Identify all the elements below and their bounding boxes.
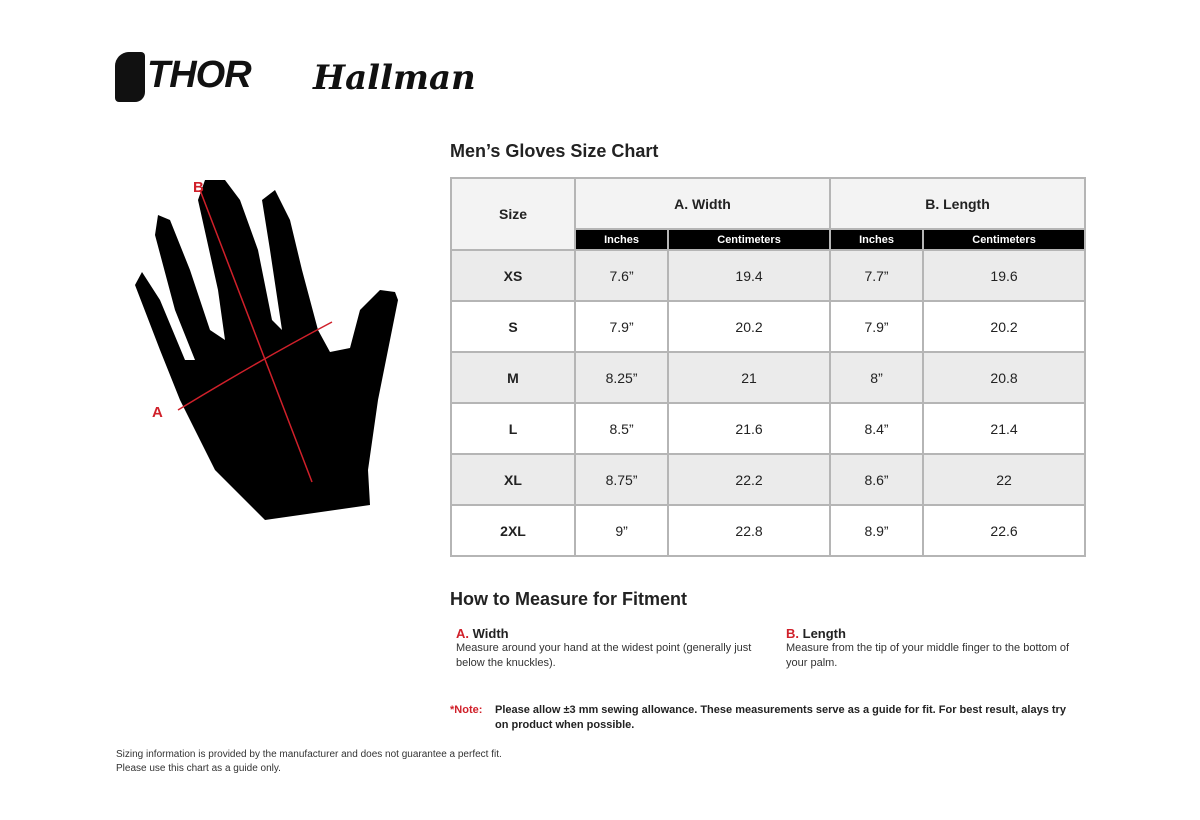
- size-header: Size: [450, 177, 576, 251]
- unit-header: Centimeters: [922, 228, 1086, 251]
- value-cell: 19.4: [667, 249, 831, 302]
- size-cell: XL: [450, 453, 576, 506]
- value-cell: 8”: [828, 351, 925, 404]
- hallman-logo: Hallman: [313, 58, 476, 98]
- label-b: B: [193, 179, 204, 196]
- value-cell: 20.2: [922, 300, 1086, 353]
- table-row: 2XL 9” 22.8 8.9” 22.6: [450, 504, 1086, 557]
- value-cell: 7.7”: [828, 249, 925, 302]
- width-instructions: A. Width Measure around your hand at the…: [456, 626, 752, 669]
- note: *Note: Please allow ±3 mm sewing allowanc…: [450, 704, 1066, 731]
- value-cell: 22.6: [922, 504, 1086, 557]
- footer-disclaimer: Sizing information is provided by the ma…: [116, 749, 502, 774]
- hand-silhouette: [135, 180, 398, 520]
- size-cell: M: [450, 351, 576, 404]
- value-cell: 19.6: [922, 249, 1086, 302]
- chart-title: Men’s Gloves Size Chart: [450, 141, 659, 161]
- value-cell: 9”: [573, 504, 670, 557]
- unit-header: Centimeters: [667, 228, 831, 251]
- value-cell: 8.5”: [573, 402, 670, 455]
- value-cell: 8.75”: [573, 453, 670, 506]
- size-cell: 2XL: [450, 504, 576, 557]
- value-cell: 21.4: [922, 402, 1086, 455]
- value-cell: 8.4”: [828, 402, 925, 455]
- table-row: XL 8.75” 22.2 8.6” 22: [450, 453, 1086, 506]
- size-table: Size A. Width B. Length Inches Centimete…: [450, 177, 1087, 557]
- table-row: L 8.5” 21.6 8.4” 21.4: [450, 402, 1086, 455]
- value-cell: 22.8: [667, 504, 831, 557]
- size-cell: S: [450, 300, 576, 353]
- thor-logo: THOR: [115, 52, 252, 102]
- value-cell: 8.25”: [573, 351, 670, 404]
- size-cell: L: [450, 402, 576, 455]
- value-cell: 20.8: [922, 351, 1086, 404]
- label-a: A: [152, 404, 163, 421]
- value-cell: 22.2: [667, 453, 831, 506]
- table-row: S 7.9” 20.2 7.9” 20.2: [450, 300, 1086, 353]
- howto-title: How to Measure for Fitment: [450, 589, 688, 609]
- value-cell: 21.6: [667, 402, 831, 455]
- unit-header: Inches: [828, 228, 925, 251]
- value-cell: 20.2: [667, 300, 831, 353]
- value-cell: 22: [922, 453, 1086, 506]
- size-cell: XS: [450, 249, 576, 302]
- value-cell: 21: [667, 351, 831, 404]
- value-cell: 7.6”: [573, 249, 670, 302]
- length-instructions: B. Length Measure from the tip of your m…: [786, 626, 1070, 669]
- value-cell: 8.9”: [828, 504, 925, 557]
- value-cell: 7.9”: [828, 300, 925, 353]
- unit-header: Inches: [573, 228, 670, 251]
- table-row: XS 7.6” 19.4 7.7” 19.6: [450, 249, 1086, 302]
- value-cell: 8.6”: [828, 453, 925, 506]
- length-header: B. Length: [828, 177, 1087, 230]
- hand-diagram: A B: [135, 179, 398, 520]
- value-cell: 7.9”: [573, 300, 670, 353]
- width-header: A. Width: [574, 177, 831, 230]
- table-row: M 8.25” 21 8” 20.8: [450, 351, 1086, 404]
